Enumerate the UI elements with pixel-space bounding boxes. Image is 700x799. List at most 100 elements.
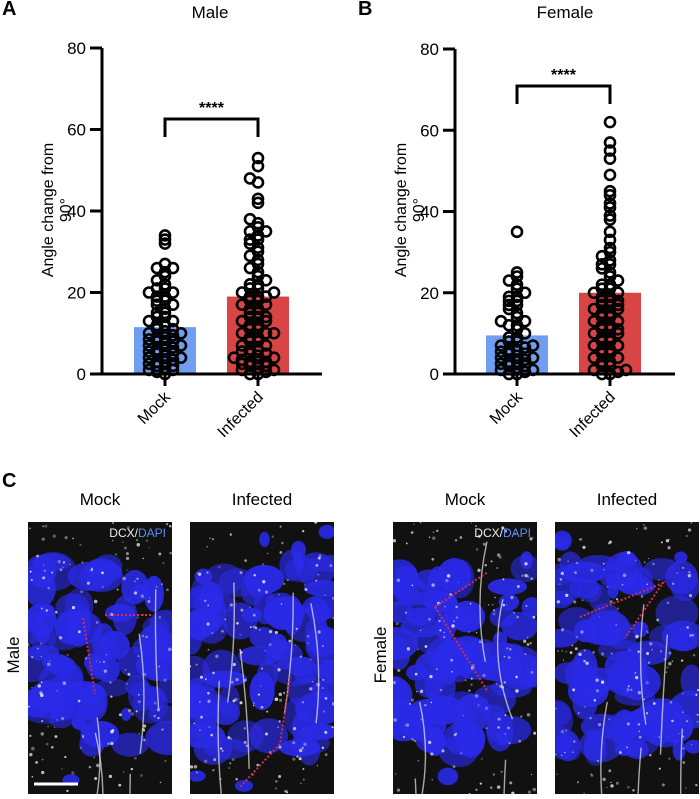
y-tick-label: 60: [420, 121, 439, 140]
data-point: [518, 341, 532, 354]
data-point: [603, 136, 617, 149]
data-point: [603, 115, 617, 129]
data-point: [158, 282, 172, 295]
y-tick-label: 0: [430, 365, 439, 384]
data-point: [603, 233, 617, 247]
micrograph-render: [393, 522, 537, 794]
stain-dapi: DAPI: [137, 526, 166, 540]
data-point: [510, 349, 524, 363]
angle-trace: [82, 617, 96, 695]
data-point: [251, 221, 265, 234]
chart-title-male: Male: [191, 3, 229, 22]
data-point: [510, 270, 524, 283]
column-title-male-mock: Mock: [79, 490, 121, 509]
data-point: [251, 257, 265, 271]
significance-bracket: [515, 84, 612, 104]
column-title-female-infected: Infected: [596, 490, 658, 509]
data-point: [251, 245, 265, 259]
data-point: [243, 212, 257, 226]
data-point: [603, 188, 617, 202]
y-tick-label: 20: [420, 284, 439, 303]
data-point: [243, 355, 257, 369]
data-point: [158, 331, 172, 344]
angle-trace: [434, 571, 489, 608]
chart-B: 0 20 40 60 80 Mock Infected ****: [420, 40, 675, 441]
y-tick-label: 80: [420, 40, 439, 59]
data-point: [251, 151, 265, 165]
column-title-male-infected: Infected: [231, 490, 293, 509]
angle-trace: [579, 580, 666, 639]
row-label-male: Male: [4, 636, 23, 674]
y-tick-label: 20: [67, 284, 86, 303]
data-point: [158, 337, 172, 350]
data-point: [142, 357, 156, 371]
significance-bracket: [163, 117, 260, 137]
x-tick-label: Infected: [215, 389, 267, 441]
data-point: [603, 225, 617, 239]
data-point: [510, 355, 524, 369]
y-tick-label: 40: [67, 202, 86, 221]
chart-A: 0 20 40 60 80 Mock Infected ****: [67, 39, 322, 441]
data-point: [158, 233, 172, 246]
data-point: [243, 278, 257, 291]
data-point: [158, 257, 172, 271]
data-point: [251, 269, 265, 283]
micrograph-female-infected: [555, 522, 699, 794]
data-point: [158, 349, 172, 362]
data-point: [158, 229, 172, 242]
data-point: [603, 201, 617, 214]
data-point: [251, 349, 265, 362]
angle-trace: [434, 606, 489, 693]
panel-letter-b: B: [358, 0, 373, 20]
data-point: [502, 331, 516, 344]
panel-letter-a: A: [2, 0, 17, 20]
stain-separator: /: [134, 526, 138, 540]
data-point: [235, 357, 249, 371]
data-point: [158, 355, 172, 369]
data-point: [251, 290, 265, 303]
data-point: [603, 144, 617, 157]
micrograph-female-mock: DCX/DAPI: [393, 522, 537, 794]
stain-separator: /: [499, 526, 503, 540]
data-point: [251, 192, 265, 206]
data-point: [603, 213, 617, 226]
micrograph-render: [28, 522, 172, 794]
data-point: [603, 209, 617, 222]
data-point: [251, 159, 265, 173]
data-point: [158, 237, 172, 250]
micrograph-male-infected: [190, 522, 334, 794]
data-point: [494, 357, 508, 371]
data-point: [603, 197, 617, 210]
data-point: [603, 184, 617, 198]
data-point: [603, 245, 617, 259]
stain-dcx: DCX: [109, 526, 135, 540]
data-point: [158, 306, 172, 320]
y-tick-label: 60: [67, 121, 86, 140]
data-point: [502, 290, 516, 304]
data-point: [267, 326, 281, 340]
data-point: [158, 324, 172, 338]
data-point: [251, 355, 265, 369]
micrograph-male-mock: DCX/DAPI: [28, 522, 172, 794]
x-tick-label: Mock: [135, 388, 175, 428]
micrograph-render: [555, 522, 699, 794]
data-point: [510, 225, 524, 239]
column-title-female-mock: Mock: [444, 490, 486, 509]
data-point: [603, 258, 617, 271]
y-axis-label-female: Angle change from 90°: [393, 142, 428, 278]
panel-letter-c: C: [2, 470, 17, 492]
y-tick-label: 0: [77, 365, 86, 384]
micrograph-render: [190, 522, 334, 794]
data-point: [510, 343, 524, 356]
data-point: [510, 282, 524, 295]
data-point: [603, 241, 617, 255]
data-point: [142, 345, 156, 358]
significance-label: ****: [551, 67, 577, 84]
y-axis-label-male: Angle change from 90°: [40, 142, 75, 278]
stain-dcx: DCX: [474, 526, 500, 540]
x-tick-label: Infected: [567, 389, 619, 441]
stain-legend: DCX/DAPI: [474, 526, 531, 540]
data-point: [595, 278, 609, 291]
bar-charts: 0 20 40 60 80 Mock Infected **** 0 20 40 60 80 Mock In…: [67, 39, 675, 441]
data-point: [603, 168, 617, 182]
